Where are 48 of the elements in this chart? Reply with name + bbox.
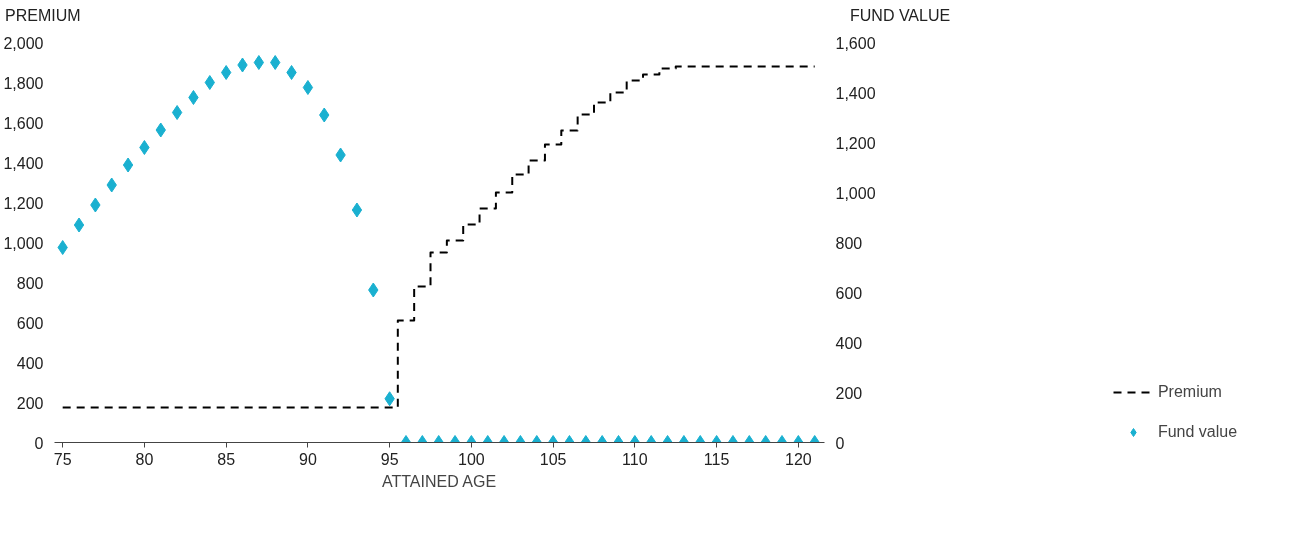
point <box>139 140 150 155</box>
x-tick-label: 105 <box>539 450 567 468</box>
point <box>220 65 232 80</box>
legend-label: Premium <box>1157 383 1222 401</box>
y-axis-title: PREMIUM <box>5 6 81 26</box>
y-tick-label: 1,800 <box>3 74 44 92</box>
y2-tick-label: 0 <box>835 434 845 452</box>
point <box>270 55 281 70</box>
y-tick-label: 0 <box>34 434 44 452</box>
point <box>302 80 314 95</box>
point <box>57 240 68 255</box>
x-tick-label: 100 <box>458 450 485 468</box>
x-tick-label: 90 <box>299 450 317 468</box>
y2-tick-label: 1,000 <box>835 184 876 202</box>
x-tick-label: 95 <box>380 450 399 468</box>
y-tick-label: 1,400 <box>3 154 44 172</box>
x-tick-label: 75 <box>53 450 72 468</box>
y-tick-label: 1,600 <box>3 114 44 132</box>
y-tick-label: 400 <box>16 354 44 372</box>
x-tick-label: 115 <box>703 450 730 468</box>
y2-tick-label: 400 <box>835 334 863 352</box>
point <box>286 65 297 80</box>
y2-axis-title: FUND VALUE <box>850 6 951 26</box>
point <box>122 157 134 173</box>
y2-tick-label: 200 <box>835 384 863 402</box>
y2-tick-label: 800 <box>835 234 863 252</box>
x-tick-label: 120 <box>785 450 812 468</box>
y2-tick-label: 1,400 <box>835 84 876 102</box>
point <box>171 105 183 120</box>
point <box>351 202 363 218</box>
point <box>73 217 85 233</box>
y2-tick-label: 600 <box>835 284 863 302</box>
y-tick-label: 600 <box>16 314 44 332</box>
legend-label: Fund value <box>1157 423 1238 441</box>
y-tick-label: 2,000 <box>3 34 44 52</box>
y-tick-label: 200 <box>16 394 44 412</box>
point <box>204 75 215 90</box>
point <box>253 55 265 70</box>
x-tick-label: 110 <box>622 450 648 468</box>
y-tick-label: 1,200 <box>3 194 44 212</box>
point <box>188 90 199 105</box>
x-tick-label: 80 <box>135 450 154 468</box>
y2-tick-label: 1,200 <box>835 134 876 152</box>
y2-tick-label: 1,600 <box>835 34 876 52</box>
x-axis-title: ATTAINED AGE <box>382 472 497 490</box>
y-tick-label: 800 <box>16 274 44 292</box>
x-tick-label: 85 <box>217 450 236 468</box>
y-tick-label: 1,000 <box>3 234 44 252</box>
